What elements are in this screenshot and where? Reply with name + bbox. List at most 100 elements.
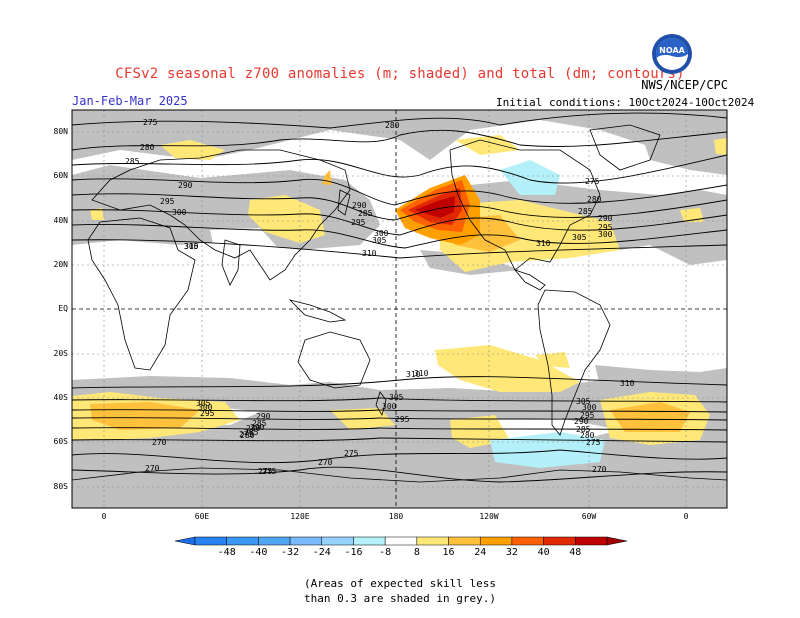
contour-label: 300 (172, 208, 187, 217)
contour-label: 290 (574, 417, 589, 426)
contour-label: 305 (196, 399, 211, 408)
colorbar-swatch (289, 536, 323, 546)
lat-label: 80S (53, 482, 68, 491)
lat-label: 80N (53, 127, 68, 136)
contour-label: 285 (244, 428, 259, 437)
chart-title: CFSv2 seasonal z700 anomalies (m; shaded… (115, 66, 685, 82)
negative-anomaly-shading (490, 160, 605, 468)
contour-label: 285 (578, 207, 593, 216)
colorbar-left-arrow (174, 536, 196, 546)
contour-label: 300 (382, 402, 397, 411)
colorbar-tick-label: 8 (413, 547, 420, 558)
contour-label: 275 (586, 438, 601, 447)
colorbar-swatch (448, 536, 481, 546)
lon-label: 120W (479, 512, 499, 521)
contour-label: 300 (198, 403, 213, 412)
contour-label: 305 (389, 393, 404, 402)
contour-label: 270 (592, 465, 607, 474)
contour-label: 305 (184, 242, 199, 251)
colorbar-tick-label: -24 (312, 547, 331, 558)
contour-label: 305 (576, 397, 591, 406)
colorbar-tick-label: 16 (442, 547, 455, 558)
colorbar-tick-label: 40 (537, 547, 550, 558)
colorbar-tick-label: 48 (569, 547, 582, 558)
lon-label: 60W (581, 512, 597, 521)
lon-label: 60E (194, 512, 210, 521)
height-contours (72, 112, 727, 483)
lat-label: 20N (53, 260, 68, 269)
lon-label: 0 (101, 512, 107, 521)
map-frame (71, 109, 728, 509)
colorbar-swatch (226, 536, 259, 546)
colorbar-swatch (416, 536, 449, 546)
colorbar-tick-label: -16 (344, 547, 363, 558)
lon-label: 180 (388, 512, 404, 521)
agency-label: NWS/NCEP/CPC (641, 78, 728, 92)
contour-label: 310 (536, 239, 551, 248)
contour-label: 300 (582, 403, 597, 412)
lon-label: 0 (683, 512, 689, 521)
colorbar-tick-label: -48 (217, 547, 236, 558)
contour-label: 275 (344, 449, 359, 458)
noaa-logo-text: NOAA (659, 46, 685, 55)
colorbar-tick-label: -40 (249, 547, 268, 558)
contour-label: 310 (184, 242, 199, 251)
contour-label: 300 (598, 230, 613, 239)
noaa-logo: NOAA (652, 34, 692, 74)
contour-label: 275 (585, 177, 600, 186)
contour-label: 270 (145, 464, 160, 473)
lat-label: 60N (53, 171, 68, 180)
contour-label: 290 (256, 412, 271, 421)
colorbar-swatch (575, 536, 608, 546)
contour-label: 275 (143, 118, 158, 127)
contour-label: 295 (395, 415, 410, 424)
colorbar-swatch (479, 536, 513, 546)
season-label: Jan-Feb-Mar 2025 (72, 94, 188, 108)
colorbar-swatch (353, 536, 386, 546)
contour-label: 280 (140, 143, 155, 152)
lon-label: 120E (290, 512, 310, 521)
contour-label: 285 (358, 209, 373, 218)
colorbar-tick-label: 32 (505, 547, 518, 558)
colorbar-swatch (384, 536, 418, 546)
contour-label: 290 (178, 181, 193, 190)
skill-note-line2: than 0.3 are shaded in grey.) (303, 592, 497, 605)
anomaly-shading (72, 135, 727, 448)
lat-label: 20S (53, 349, 68, 358)
contour-label: 310 (362, 249, 377, 258)
contour-label: 280 (580, 431, 595, 440)
contour-label: 280 (587, 195, 602, 204)
colorbar-right-arrow (606, 536, 628, 546)
contour-label: 305 (572, 233, 587, 242)
contour-label: 305 (372, 236, 387, 245)
skill-note-line1: (Areas of expected skill less (303, 577, 497, 590)
colorbar-swatch (258, 536, 291, 546)
lat-label: 40N (53, 216, 68, 225)
contour-label: 295 (351, 218, 366, 227)
contour-label: 280 (240, 431, 255, 440)
contour-label: 295 (200, 409, 215, 418)
contour-label: 295 (580, 411, 595, 420)
colorbar-swatch (194, 536, 227, 546)
contour-label: 310 (406, 370, 421, 379)
colorbar-swatch (511, 536, 544, 546)
contour-label: 270 (152, 438, 167, 447)
contour-label: 295 (598, 223, 613, 232)
contour-label: 300 (374, 229, 389, 238)
contour-label: 310 (414, 369, 429, 378)
contour-label: 280 (246, 424, 261, 433)
map-gridlines (72, 110, 727, 508)
contour-label: 285 (252, 419, 267, 428)
contour-label: 285 (576, 425, 591, 434)
colorbar-swatch (321, 536, 354, 546)
contour-label: 270 (318, 458, 333, 467)
contour-label: 275 (239, 430, 254, 439)
lat-label: 60S (53, 437, 68, 446)
contour-label: 310 (620, 379, 635, 388)
initial-conditions-label: Initial conditions: 10Oct2024-10Oct2024 (496, 96, 755, 109)
lat-label: EQ (58, 304, 68, 313)
contour-label: 285 (125, 157, 140, 166)
contour-label: 295 (160, 197, 175, 206)
